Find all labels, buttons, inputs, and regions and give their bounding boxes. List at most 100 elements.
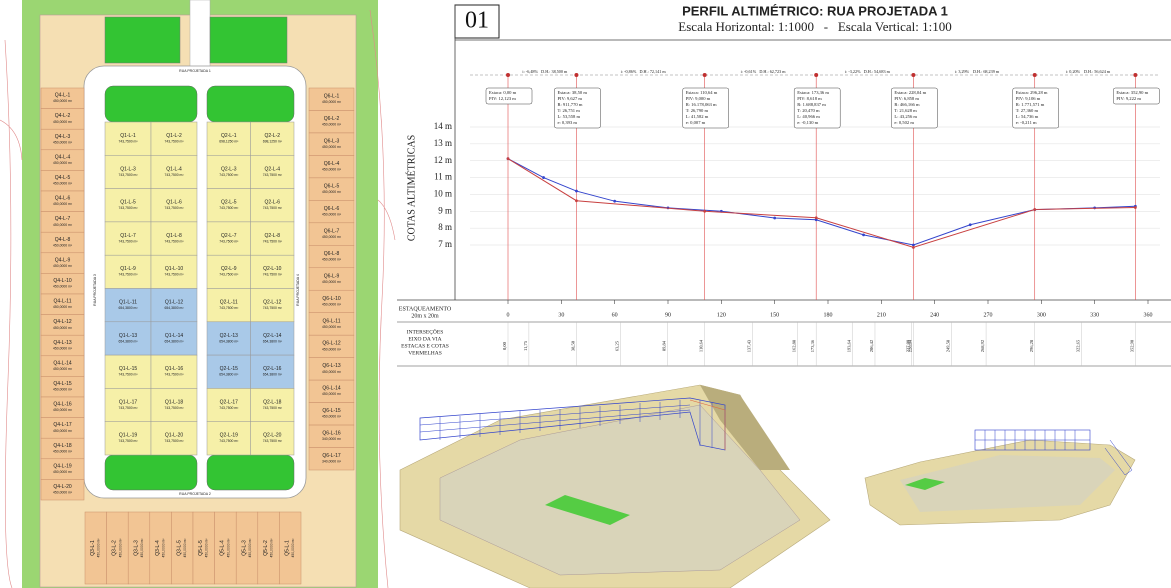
- lot-label: Q6-L-15: [322, 408, 341, 414]
- green-area: [209, 16, 288, 64]
- lot: [150, 321, 198, 356]
- lot-label: Q6-L-11: [323, 318, 341, 324]
- lot: [104, 254, 152, 289]
- x-tick-label: 330: [1090, 312, 1099, 318]
- lot-area: 743,7500 m²: [263, 273, 283, 277]
- lot-label: Q2-L-13: [220, 333, 239, 339]
- lot: [250, 354, 295, 389]
- design-line-vertex: [575, 199, 578, 203]
- lot-label: Q1-L-2: [166, 133, 182, 139]
- lot-area: 450,0000 m²: [269, 538, 273, 558]
- lot-area: 450,0000 m²: [53, 367, 73, 371]
- lot-area: 654,3800 m²: [263, 373, 283, 377]
- piv-box-text: T: 26,751 m: [557, 108, 580, 114]
- lot-label: Q6-L-1: [324, 94, 340, 100]
- lot-label: Q2-L-20: [263, 433, 282, 439]
- lot-area: 450,0000 m²: [53, 346, 73, 350]
- lot-area: 743,7500 m²: [219, 406, 239, 410]
- lot-label: Q1-L-6: [166, 200, 182, 206]
- terrain-line-vertex: [814, 218, 818, 222]
- grade-label: i: 0,20%: [1066, 69, 1081, 75]
- lot-label: Q4-L-17: [53, 422, 72, 428]
- lot: [150, 155, 198, 189]
- design-line-vertex: [1033, 208, 1037, 211]
- lot-area: 450,0000 m²: [322, 392, 342, 396]
- piv-box-text: Estaca: 296,28 m: [1016, 90, 1048, 96]
- piv-box-text: Estaca: 38,50 m: [557, 90, 587, 96]
- intersection-label: 11,75: [523, 340, 529, 351]
- lot-area: 450,0000 m²: [53, 326, 73, 330]
- lot-label: Q2-L-1: [221, 133, 237, 139]
- lot-area: 743,7500 m²: [164, 206, 184, 210]
- lot-label: Q4-L-4: [55, 154, 71, 160]
- profile-title: PERFIL ALTIMÉTRICO: RUA PROJETADA 1: [682, 3, 948, 18]
- sheet-number: 01: [465, 8, 489, 34]
- y-tick-label: 10 m: [434, 188, 452, 198]
- lot: [250, 321, 295, 356]
- lot-label: Q1-L-1: [120, 133, 136, 139]
- grade-label: D.H.: 38,500 m: [541, 69, 568, 75]
- lot-label: Q3-L-5: [177, 540, 183, 556]
- lot-area: 450,0000 m²: [53, 182, 73, 186]
- lot-label: Q2-L-10: [263, 266, 282, 272]
- lot-label: Q4-L-5: [55, 175, 71, 181]
- lot-area: 654,3800 m²: [164, 339, 184, 343]
- grade-label: D.H.: 72,141 m: [639, 69, 666, 75]
- lot-label: Q1-L-20: [165, 433, 184, 439]
- lot-label: Q4-L-16: [53, 402, 72, 408]
- lot: [104, 421, 152, 456]
- piv-marker: [574, 73, 579, 77]
- intersection-label: 206,42: [869, 340, 875, 352]
- lot-area: 450,0000 m²: [205, 538, 209, 558]
- piv-box-text: L: 41,582 m: [686, 114, 709, 120]
- lot-label: Q2-L-7: [221, 233, 237, 239]
- lot-area: 743,7500 m²: [164, 173, 184, 177]
- lot: [250, 188, 295, 223]
- site-plan: RUA PROJETADA 1 RUA PROJETADA 2 RUA PROJET…: [0, 0, 396, 588]
- lot-area: 743,7500 m²: [219, 206, 239, 210]
- lot-label: Q1-L-9: [120, 266, 136, 272]
- lot-area: 450,0000 m²: [322, 325, 342, 329]
- contour-lines: [0, 9, 396, 588]
- lot-area: 743,7500 m²: [263, 239, 283, 243]
- lot-area: 743,7500 m²: [118, 239, 138, 243]
- piv-marker: [1032, 73, 1037, 77]
- lot: [206, 121, 251, 156]
- lot: [150, 388, 198, 422]
- lot-area: 698,1250 m²: [219, 140, 239, 144]
- lot-area: 450,0000 m²: [53, 388, 73, 392]
- piv-box: [891, 87, 938, 129]
- piv-box-text: Estaca: 228,04 m: [894, 90, 926, 96]
- lot-area: 743,7500 m²: [164, 406, 184, 410]
- lot-area: 743,7500 m²: [164, 373, 184, 377]
- y-tick-label: 9 m: [438, 205, 452, 215]
- lot-area: 654,3800 m²: [219, 373, 239, 377]
- lot-area: 743,7500 m²: [118, 406, 138, 410]
- lot-area: 450,0000 m²: [322, 145, 342, 149]
- design-line: [507, 158, 1136, 248]
- lot-area: 450,0000 m²: [53, 305, 73, 309]
- lot: [308, 447, 355, 471]
- y-tick-label: 12 m: [434, 155, 452, 165]
- lot-label: Q5-L-2: [263, 540, 269, 556]
- lot-area: 450,0000 m²: [322, 347, 342, 351]
- lot-label: Q4-L-12: [53, 319, 72, 325]
- lot-label: Q4-L-13: [53, 340, 72, 346]
- road-label: RUA PROJETADA 4: [296, 274, 300, 306]
- piv-box-text: T: 20,470 m: [797, 108, 820, 114]
- lot: [250, 288, 295, 323]
- piv-box-text: e: -0,211 m: [1016, 120, 1037, 126]
- lot-label: Q1-L-18: [165, 399, 184, 405]
- lot-area: 743,7500 m²: [263, 206, 283, 210]
- terrain-line-vertex: [912, 243, 915, 247]
- grade-label: i: -0,86%: [621, 69, 637, 75]
- lot-area: 743,7500 m²: [164, 273, 184, 277]
- lot-label: Q3-L-3: [133, 540, 139, 556]
- intersection-label: 63,25: [614, 340, 620, 351]
- lot-area: 698,1250 m²: [263, 140, 283, 144]
- green-area: [104, 16, 181, 64]
- park: [206, 85, 295, 123]
- terrain-render-left: [399, 384, 831, 588]
- terrain-line-vertex: [968, 223, 972, 227]
- x-tick-label: 120: [717, 312, 726, 318]
